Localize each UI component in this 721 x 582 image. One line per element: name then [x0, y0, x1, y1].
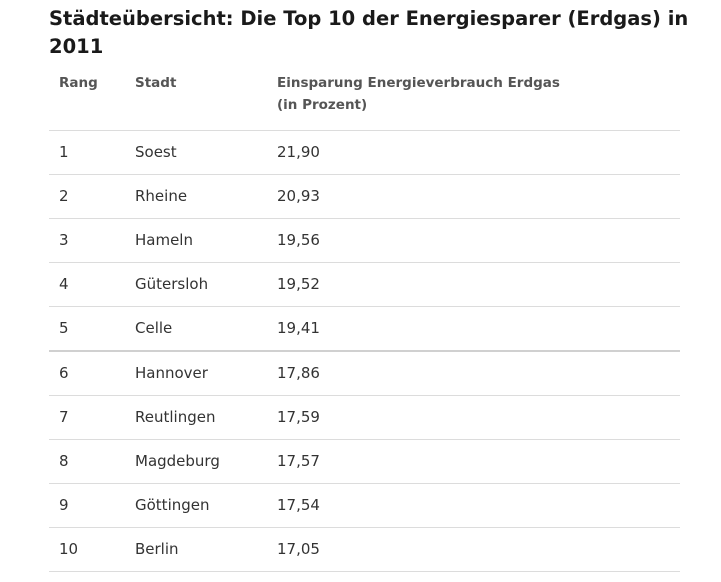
- cell-rank: 7: [59, 408, 69, 426]
- header-savings-line2: (in Prozent): [277, 97, 368, 113]
- cell-savings: 20,93: [277, 187, 320, 205]
- cell-rank: 2: [59, 187, 69, 205]
- table-row: 4 Gütersloh 19,52: [49, 263, 680, 307]
- table-row: 7 Reutlingen 17,59: [49, 396, 680, 440]
- table-row: 8 Magdeburg 17,57: [49, 440, 680, 484]
- table-row: 2 Rheine 20,93: [49, 175, 680, 219]
- cell-rank: 9: [59, 496, 69, 514]
- cell-savings: 17,57: [277, 452, 320, 470]
- cell-savings: 19,56: [277, 231, 320, 249]
- table-row: 3 Hameln 19,56: [49, 219, 680, 263]
- cell-city: Soest: [135, 143, 177, 161]
- cell-rank: 8: [59, 452, 69, 470]
- cell-savings: 17,86: [277, 364, 320, 382]
- cell-city: Gütersloh: [135, 275, 209, 293]
- cell-rank: 10: [59, 540, 79, 558]
- cell-rank: 3: [59, 231, 69, 249]
- cell-rank: 6: [59, 364, 69, 382]
- table-row: 1 Soest 21,90: [49, 131, 680, 175]
- cell-city: Magdeburg: [135, 452, 220, 470]
- cell-savings: 17,05: [277, 540, 320, 558]
- header-rank: Rang: [59, 75, 98, 91]
- cell-city: Göttingen: [135, 496, 210, 514]
- header-savings: Einsparung Energieverbrauch Erdgas (in P…: [277, 72, 637, 116]
- cell-city: Hameln: [135, 231, 193, 249]
- ranking-table: Rang Stadt Einsparung Energieverbrauch E…: [49, 72, 680, 572]
- cell-savings: 17,54: [277, 496, 320, 514]
- cell-rank: 1: [59, 143, 69, 161]
- cell-savings: 17,59: [277, 408, 320, 426]
- table-row: 9 Göttingen 17,54: [49, 484, 680, 528]
- cell-city: Rheine: [135, 187, 188, 205]
- table-row: 5 Celle 19,41: [49, 307, 680, 352]
- header-city: Stadt: [135, 75, 177, 91]
- header-savings-line1: Einsparung Energieverbrauch Erdgas: [277, 75, 560, 91]
- cell-city: Berlin: [135, 540, 179, 558]
- table-row: 10 Berlin 17,05: [49, 528, 680, 572]
- cell-city: Reutlingen: [135, 408, 216, 426]
- cell-savings: 21,90: [277, 143, 320, 161]
- cell-savings: 19,52: [277, 275, 320, 293]
- page-title: Städteübersicht: Die Top 10 der Energies…: [49, 7, 689, 58]
- cell-savings: 19,41: [277, 319, 320, 337]
- cell-rank: 5: [59, 319, 69, 337]
- cell-city: Hannover: [135, 364, 208, 382]
- table-header: Rang Stadt Einsparung Energieverbrauch E…: [49, 72, 680, 131]
- table-row: 6 Hannover 17,86: [49, 352, 680, 396]
- cell-city: Celle: [135, 319, 173, 337]
- cell-rank: 4: [59, 275, 69, 293]
